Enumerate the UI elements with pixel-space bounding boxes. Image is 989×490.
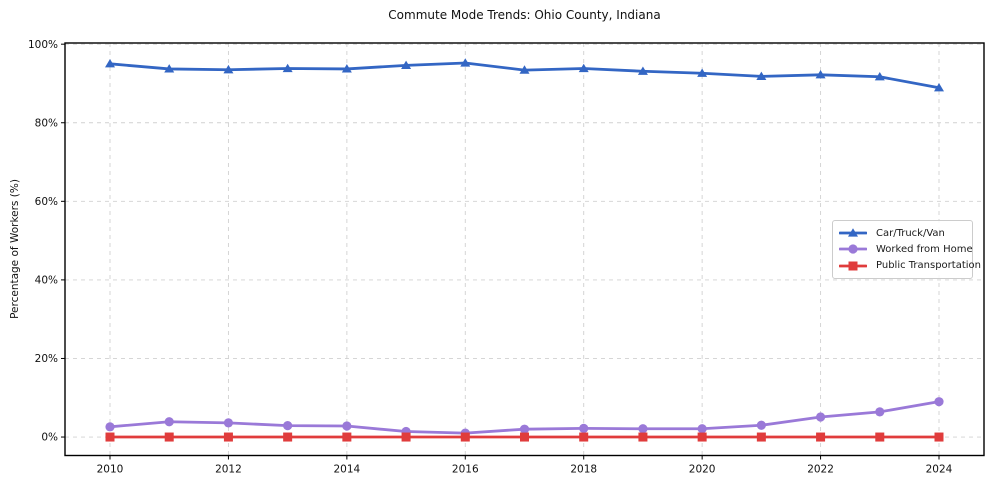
square-marker [816,432,826,442]
circle-marker [934,397,944,407]
square-legend-swatch-icon [839,261,867,271]
circle-marker [164,417,174,427]
tick-marks [61,43,940,460]
triangle-marker [164,64,175,73]
square-marker [756,432,766,442]
x-tick-label: 2018 [570,464,597,476]
square-marker [875,432,885,442]
square-marker [460,432,470,442]
triangle-marker [697,68,708,77]
tick-labels: 0% 20% 40% 60% 80% 100% 2010 2012 2014 2016 2018 20… [28,39,953,476]
circle-marker [875,407,885,417]
series-car-truck-van [105,58,944,92]
triangle-marker [341,64,352,73]
y-tick-label: 80% [35,117,58,129]
circle-marker [815,412,826,422]
triangle-marker [874,71,885,81]
circle-marker [342,421,352,431]
y-tick-label: 60% [35,196,58,208]
circle-marker [638,424,648,434]
square-marker [342,432,352,442]
square-marker [579,432,589,442]
x-tick-label: 2022 [807,464,834,476]
series-worked-from-home [105,397,944,438]
square-marker [223,432,233,442]
triangle-marker [519,65,530,74]
square-marker [283,432,293,442]
y-tick-label: 100% [28,39,58,51]
chart-title: Commute Mode Trends: Ohio County, Indian… [388,8,661,22]
circle-marker [223,418,234,428]
triangle-marker [848,228,858,237]
square-marker [105,432,115,442]
square-marker [697,432,707,442]
legend-box: Car/Truck/Van Worked from Home Public Tran… [832,220,981,279]
square-marker [934,432,944,442]
x-tick-label: 2020 [689,464,716,476]
circle-marker [848,244,858,255]
square-marker [638,432,648,442]
legend-item-car-truck-van: Car/Truck/Van [839,225,966,241]
legend-label: Car/Truck/Van [876,227,945,239]
triangle-marker [815,70,826,79]
x-tick-label: 2024 [926,464,953,476]
legend-label: Worked from Home [876,243,973,255]
circle-legend-swatch-icon [839,244,867,255]
triangle-marker [282,63,293,73]
triangle-marker [401,60,412,69]
circle-marker [283,421,293,431]
x-tick-label: 2016 [452,464,479,476]
square-marker [520,432,529,442]
legend-item-worked-from-home: Worked from Home [839,241,973,257]
triangle-marker [460,58,471,67]
x-tick-label: 2012 [215,464,242,476]
square-marker [164,432,174,442]
triangle-marker [105,59,116,68]
y-tick-label: 20% [35,353,58,365]
y-tick-label: 40% [35,274,58,286]
triangle-legend-swatch-icon [839,228,867,237]
series-public-transportation [105,432,944,442]
triangle-marker [756,71,767,80]
circle-marker [579,423,589,433]
square-marker [848,261,858,271]
square-marker [401,432,411,442]
legend-item-public-transportation: Public Transportation [839,258,981,274]
x-tick-label: 2014 [333,464,360,476]
x-tick-label: 2010 [97,464,124,476]
axes-spines [64,42,985,457]
triangle-marker [933,82,944,92]
triangle-marker [637,66,648,75]
circle-marker [105,422,115,432]
circle-marker [697,424,707,434]
triangle-marker [223,64,234,74]
circle-marker [519,424,530,434]
circle-marker [756,420,766,430]
y-tick-label: 0% [41,432,58,444]
triangle-marker [578,63,589,73]
legend-label: Public Transportation [876,260,981,272]
